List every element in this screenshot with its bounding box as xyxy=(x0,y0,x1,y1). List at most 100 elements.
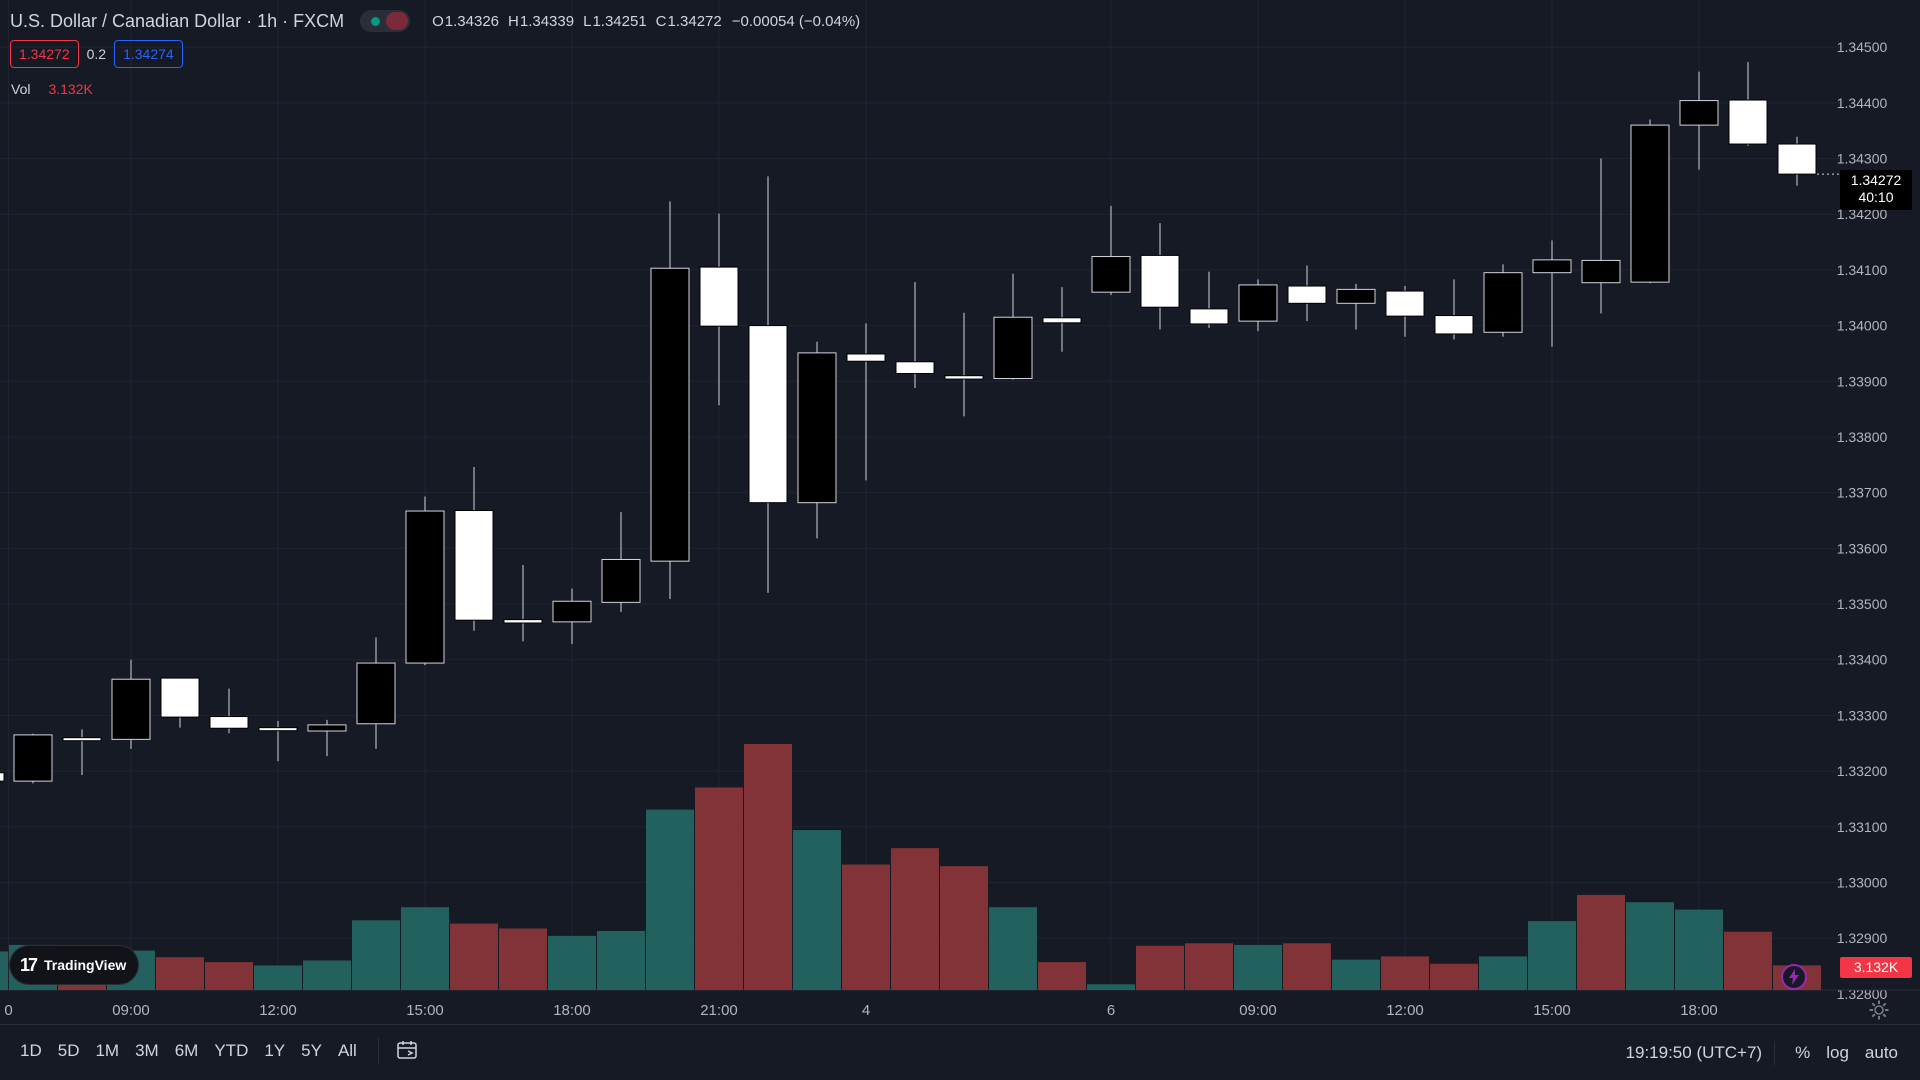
log-scale-button[interactable]: log xyxy=(1826,1043,1849,1062)
x-tick-label: 12:00 xyxy=(259,1002,297,1019)
candle-body[interactable] xyxy=(503,619,543,624)
toolbar-divider xyxy=(1774,1041,1776,1065)
candle-body[interactable] xyxy=(1189,308,1229,325)
timezone-clock[interactable]: 19:19:50 (UTC+7) xyxy=(1625,1043,1763,1062)
volume-bar xyxy=(989,907,1037,990)
volume-bar xyxy=(450,923,498,990)
candle-body[interactable] xyxy=(944,375,984,380)
candle-body[interactable] xyxy=(1630,124,1670,283)
ohlc-key: H xyxy=(508,12,519,30)
y-tick-label: 1.33300 xyxy=(1837,707,1888,723)
candle-body[interactable] xyxy=(601,558,641,603)
range-button-5y[interactable]: 5Y xyxy=(301,1041,322,1060)
candle-body[interactable] xyxy=(1091,256,1131,293)
ohlc-item: C1.34272 xyxy=(656,13,722,30)
ohlc-item: −0.00054 (−0.04%) xyxy=(731,13,860,30)
volume-bar xyxy=(1675,909,1723,990)
volume-value: 3.132K xyxy=(48,81,93,97)
candle-body[interactable] xyxy=(1777,143,1817,175)
candle-body[interactable] xyxy=(111,678,151,740)
candle-body[interactable] xyxy=(797,352,837,504)
buy-price-button[interactable]: 1.34274 xyxy=(114,40,183,68)
y-tick-label: 1.33000 xyxy=(1837,874,1888,890)
candle-body[interactable] xyxy=(1042,317,1082,324)
sell-price-button[interactable]: 1.34272 xyxy=(10,40,79,68)
x-tick-label: 6 xyxy=(1107,1002,1115,1019)
candle-body[interactable] xyxy=(650,267,690,562)
volume-bar xyxy=(1136,945,1184,990)
settings-gear-icon[interactable] xyxy=(1868,999,1890,1021)
chart-canvas[interactable]: 1.34500 1.34400 1.34300 1.34200 1.34100 1.340… xyxy=(0,0,1920,1024)
range-button-1d[interactable]: 1D xyxy=(20,1041,42,1060)
y-tick-label: 1.33900 xyxy=(1837,373,1888,389)
candle-body[interactable] xyxy=(454,509,494,621)
volume-bar xyxy=(793,830,841,990)
range-button-all[interactable]: All xyxy=(337,1041,357,1060)
symbol-legend: U.S. Dollar / Canadian Dollar · 1h · FXC… xyxy=(10,9,860,33)
volume-bar xyxy=(401,907,449,990)
volume-bar xyxy=(205,962,253,990)
candle-body[interactable] xyxy=(552,600,592,623)
ohlc-item: L1.34251 xyxy=(583,13,647,30)
symbol-title[interactable]: U.S. Dollar / Canadian Dollar · 1h · FXC… xyxy=(10,10,345,31)
range-button-ytd[interactable]: YTD xyxy=(214,1041,249,1060)
y-tick-label: 1.34100 xyxy=(1837,262,1888,278)
candle-body[interactable] xyxy=(1679,100,1719,126)
auto-scale-button[interactable]: auto xyxy=(1864,1043,1898,1062)
x-tick-label: 18:00 xyxy=(1680,1002,1718,1019)
candle-body[interactable] xyxy=(1728,99,1768,145)
range-button-6m[interactable]: 6M xyxy=(174,1041,199,1060)
volume-label[interactable]: Vol xyxy=(11,81,31,97)
candle-body[interactable] xyxy=(405,510,445,664)
ohlc-value: 1.34251 xyxy=(592,12,647,30)
volume-bar xyxy=(1724,931,1772,990)
candle-body[interactable] xyxy=(62,737,102,742)
volume-bar xyxy=(1332,959,1380,990)
date-range-buttons: 1D 5D 1M 3M 6M YTD 1Y 5Y All xyxy=(12,1041,365,1061)
y-tick-label: 1.33700 xyxy=(1837,485,1888,501)
ohlc-key: O xyxy=(432,12,444,30)
candle-body[interactable] xyxy=(1385,290,1425,317)
ohlc-value: 1.34339 xyxy=(519,12,575,30)
y-tick-label: 1.34400 xyxy=(1837,95,1888,111)
candle-body[interactable] xyxy=(1483,272,1523,333)
range-button-3m[interactable]: 3M xyxy=(135,1041,159,1060)
candle-body[interactable] xyxy=(1532,259,1572,274)
x-tick-label: 15:00 xyxy=(1533,1002,1571,1019)
candle-body[interactable] xyxy=(699,266,739,327)
volume-bar xyxy=(744,744,792,990)
range-button-5d[interactable]: 5D xyxy=(57,1041,80,1060)
candle-body[interactable] xyxy=(846,353,886,362)
candle-body[interactable] xyxy=(895,361,935,374)
candle-body[interactable] xyxy=(13,734,53,782)
volume-bar xyxy=(352,920,400,990)
lightning-icon[interactable] xyxy=(1780,963,1808,991)
volume-bar xyxy=(842,864,890,990)
volume-bar xyxy=(1528,921,1576,990)
y-tick-label: 1.32900 xyxy=(1837,930,1888,946)
candle-body[interactable] xyxy=(307,724,347,732)
candle-body[interactable] xyxy=(1140,254,1180,308)
range-button-1m[interactable]: 1M xyxy=(95,1041,120,1060)
volume-bar xyxy=(0,951,8,990)
tradingview-logo[interactable]: 17 TradingView xyxy=(10,946,139,984)
candle-body[interactable] xyxy=(160,677,200,718)
candle-body[interactable] xyxy=(1238,284,1278,322)
spread-value: 0.2 xyxy=(86,46,107,62)
candle-body[interactable] xyxy=(258,727,298,732)
candle-body[interactable] xyxy=(993,316,1033,379)
candle-body[interactable] xyxy=(1434,315,1474,335)
volume-bar xyxy=(1626,902,1674,990)
y-tick-label: 1.33400 xyxy=(1837,652,1888,668)
percent-scale-button[interactable]: % xyxy=(1795,1043,1811,1062)
go-to-date-icon[interactable] xyxy=(396,1039,418,1061)
candle-body[interactable] xyxy=(748,325,788,504)
candle-body[interactable] xyxy=(356,662,396,725)
range-button-1y[interactable]: 1Y xyxy=(264,1041,286,1060)
market-status-toggle[interactable] xyxy=(360,10,411,32)
volume-bar xyxy=(156,957,204,990)
candle-body[interactable] xyxy=(1336,288,1376,304)
candle-body[interactable] xyxy=(1581,259,1621,284)
candle-body[interactable] xyxy=(209,716,249,729)
candle-body[interactable] xyxy=(1287,285,1327,304)
